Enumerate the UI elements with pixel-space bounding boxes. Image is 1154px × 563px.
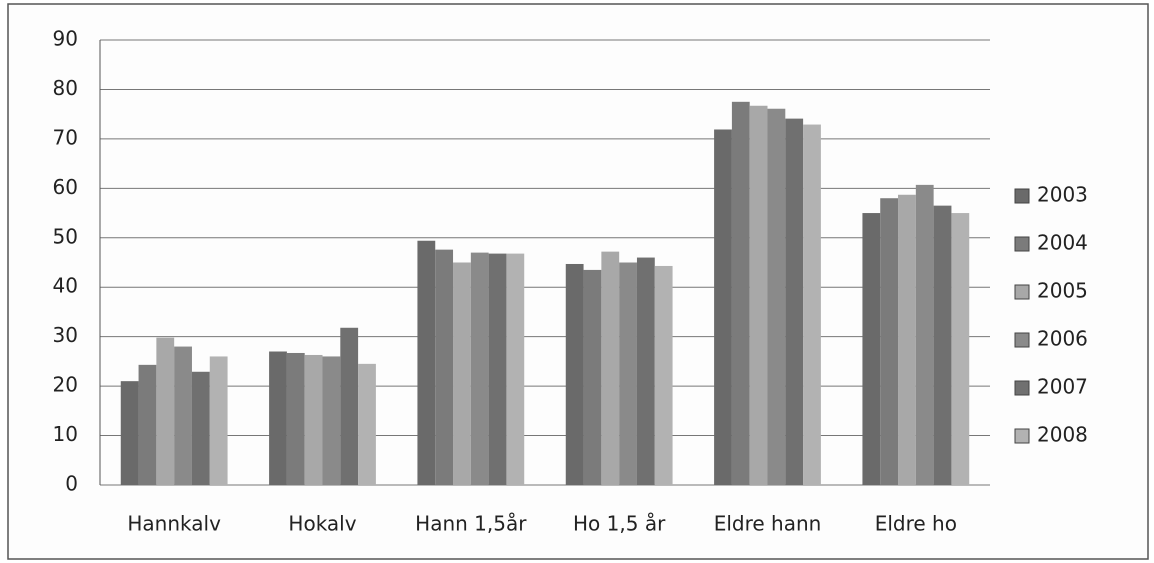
bar (862, 213, 881, 486)
y-tick-label: 20 (53, 373, 78, 397)
legend-label: 2004 (1037, 231, 1088, 255)
bar (731, 101, 750, 486)
bar (601, 251, 620, 485)
y-tick-label: 60 (53, 175, 78, 199)
bar (749, 105, 768, 485)
bar (435, 249, 454, 485)
bar (322, 356, 341, 485)
bar (785, 118, 804, 485)
bar (470, 252, 489, 485)
y-tick-label: 40 (53, 274, 78, 298)
legend-label: 2003 (1037, 183, 1088, 207)
y-tick-label: 90 (53, 27, 78, 51)
y-tick-label: 0 (65, 472, 78, 496)
bar (453, 262, 471, 485)
legend-swatch (1014, 332, 1030, 348)
y-tick-label: 50 (53, 224, 78, 248)
bar (358, 363, 376, 485)
legend-label: 2005 (1037, 279, 1088, 303)
x-tick-label: Eldre ho (875, 512, 957, 536)
bar (209, 356, 228, 485)
bar (636, 257, 655, 485)
bar (191, 371, 210, 485)
bar (304, 354, 323, 485)
bar (506, 253, 525, 485)
bar (898, 194, 916, 485)
bar (654, 265, 673, 485)
bar (120, 381, 139, 485)
x-tick-label: Hann 1,5år (415, 512, 527, 536)
bar (714, 129, 732, 485)
bar (565, 263, 584, 485)
y-tick-label: 30 (53, 323, 78, 347)
x-tick-label: Hokalv (288, 512, 356, 536)
y-tick-label: 10 (53, 422, 78, 446)
x-tick-label: Hannkalv (127, 512, 221, 536)
bar (174, 346, 192, 485)
bar (583, 269, 602, 485)
y-tick-label: 70 (53, 125, 78, 149)
bar (488, 253, 507, 485)
legend-label: 2008 (1037, 423, 1088, 447)
legend-swatch (1014, 284, 1030, 300)
bar (933, 205, 952, 485)
bar (803, 124, 821, 486)
legend-swatch (1014, 380, 1030, 396)
legend-swatch (1014, 428, 1030, 444)
bar (951, 213, 970, 486)
legend-label: 2007 (1037, 375, 1088, 399)
bar (915, 184, 934, 485)
bar (286, 352, 305, 485)
bar (156, 337, 175, 485)
legend-swatch (1014, 188, 1030, 204)
bar (340, 327, 359, 485)
y-tick-label: 80 (53, 76, 78, 100)
legend-label: 2006 (1037, 327, 1088, 351)
bar (138, 364, 157, 485)
x-tick-label: Eldre hann (714, 512, 822, 536)
legend-swatch (1014, 236, 1030, 252)
bar (417, 240, 436, 485)
x-tick-label: Ho 1,5 år (573, 512, 666, 536)
bar (269, 351, 287, 485)
bar (767, 108, 786, 485)
bar (880, 198, 899, 485)
bar (619, 262, 637, 485)
